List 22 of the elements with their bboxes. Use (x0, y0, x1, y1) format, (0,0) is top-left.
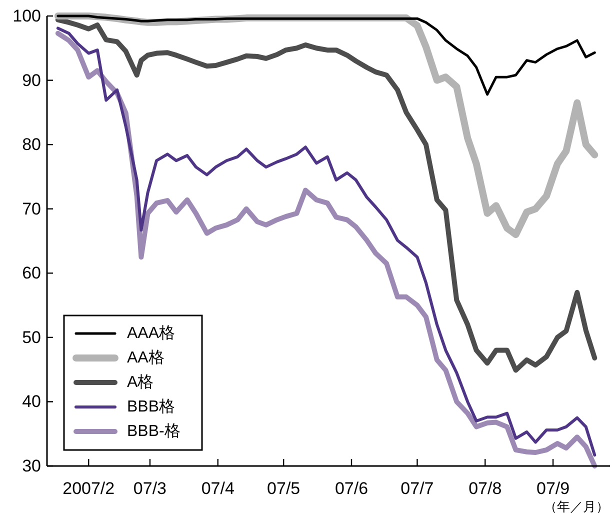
x-tick-label: 07/6 (334, 479, 368, 498)
text: （年／月） (544, 499, 609, 513)
y-tick-label: 80 (22, 135, 41, 154)
legend-label: BBB格 (127, 398, 176, 416)
legend-label: A格 (127, 374, 154, 391)
y-tick-label: 60 (22, 264, 41, 283)
y-tick-label: 90 (22, 70, 41, 90)
legend-label: BBB-格 (127, 423, 180, 440)
y-tick-label: 50 (22, 328, 41, 347)
x-tick-label: 07/4 (201, 479, 234, 498)
x-tick-label: 07/8 (468, 479, 502, 498)
legend-label: AAA格 (127, 325, 176, 342)
y-tick-label: 30 (22, 456, 41, 476)
legend-label: AA格 (127, 350, 164, 366)
x-tick-label: 07/5 (267, 479, 300, 498)
x-tick-label: 07/3 (133, 479, 167, 498)
y-tick-label: 40 (22, 392, 41, 412)
y-tick-label: 70 (22, 199, 41, 218)
x-tick-label: 07/9 (536, 479, 570, 498)
x-tick-label: 07/7 (400, 479, 434, 498)
x-tick-label: 2007/2 (62, 479, 115, 498)
y-tick-label: 100 (12, 6, 41, 26)
